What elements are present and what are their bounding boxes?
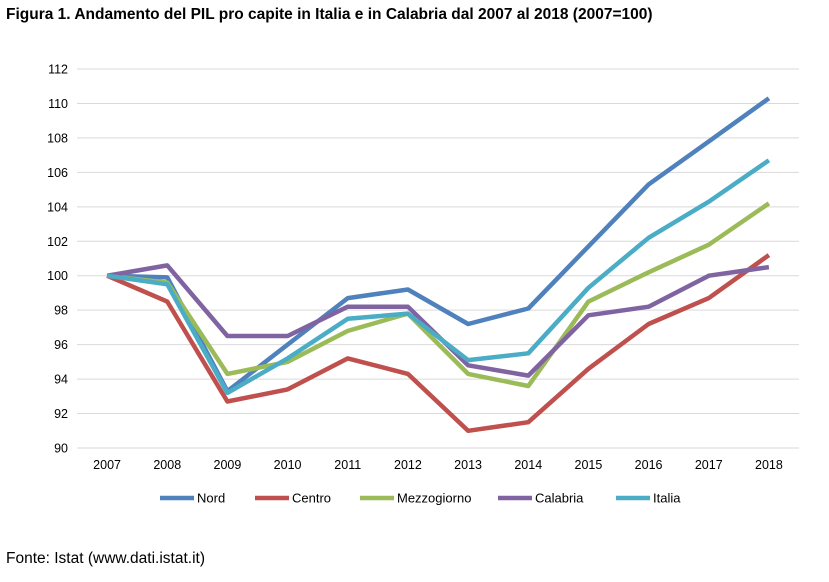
y-tick-label: 90 bbox=[54, 442, 68, 456]
x-tick-label: 2009 bbox=[214, 458, 242, 472]
y-tick-label: 106 bbox=[47, 166, 68, 180]
grid-lines bbox=[77, 68, 799, 449]
figure-title: Figura 1. Andamento del PIL pro capite i… bbox=[6, 6, 653, 23]
x-tick-label: 2007 bbox=[93, 458, 121, 472]
y-tick-label: 98 bbox=[54, 304, 68, 318]
legend-label-italia: Italia bbox=[653, 491, 681, 506]
series-line-mezzogiorno bbox=[106, 201, 771, 389]
legend-label-calabria: Calabria bbox=[535, 491, 584, 506]
x-tick-label: 2012 bbox=[394, 458, 422, 472]
y-tick-label: 112 bbox=[48, 63, 68, 77]
x-tick-label: 2010 bbox=[274, 458, 302, 472]
y-axis-tick-labels: 90 92 94 96 98 100 102 104 106 108 110 112 bbox=[47, 63, 68, 456]
x-tick-label: 2018 bbox=[755, 458, 783, 472]
series-lines bbox=[106, 96, 771, 434]
y-tick-label: 108 bbox=[47, 131, 68, 145]
series-line-nord bbox=[107, 96, 771, 394]
x-tick-label: 2014 bbox=[514, 458, 542, 472]
y-tick-label: 102 bbox=[47, 235, 68, 249]
line-chart: 90 92 94 96 98 100 102 104 106 108 110 112 2007 2008… bbox=[47, 63, 799, 506]
y-tick-label: 92 bbox=[54, 407, 68, 421]
series-line-italia bbox=[106, 158, 771, 396]
legend-label-nord: Nord bbox=[197, 491, 225, 506]
source-note: Fonte: Istat (www.dati.istat.it) bbox=[6, 550, 205, 567]
x-axis-tick-labels: 2007 2008 2009 2010 2011 2012 2013 2014 2015 2016… bbox=[93, 458, 783, 472]
x-tick-label: 2016 bbox=[635, 458, 663, 472]
y-tick-label: 96 bbox=[54, 338, 68, 352]
x-tick-label: 2015 bbox=[575, 458, 603, 472]
x-tick-label: 2013 bbox=[454, 458, 482, 472]
series-line-centro bbox=[106, 253, 771, 434]
legend-label-mezzogiorno: Mezzogiorno bbox=[397, 491, 471, 506]
y-tick-label: 94 bbox=[54, 373, 68, 387]
y-tick-label: 100 bbox=[47, 269, 68, 283]
x-tick-label: 2011 bbox=[334, 458, 361, 472]
x-tick-label: 2017 bbox=[695, 458, 723, 472]
y-tick-label: 110 bbox=[48, 97, 68, 111]
y-tick-label: 104 bbox=[47, 200, 68, 214]
legend-label-centro: Centro bbox=[292, 491, 331, 506]
legend: Nord Centro Mezzogiorno Calabria Italia bbox=[160, 491, 681, 506]
x-tick-label: 2008 bbox=[153, 458, 181, 472]
